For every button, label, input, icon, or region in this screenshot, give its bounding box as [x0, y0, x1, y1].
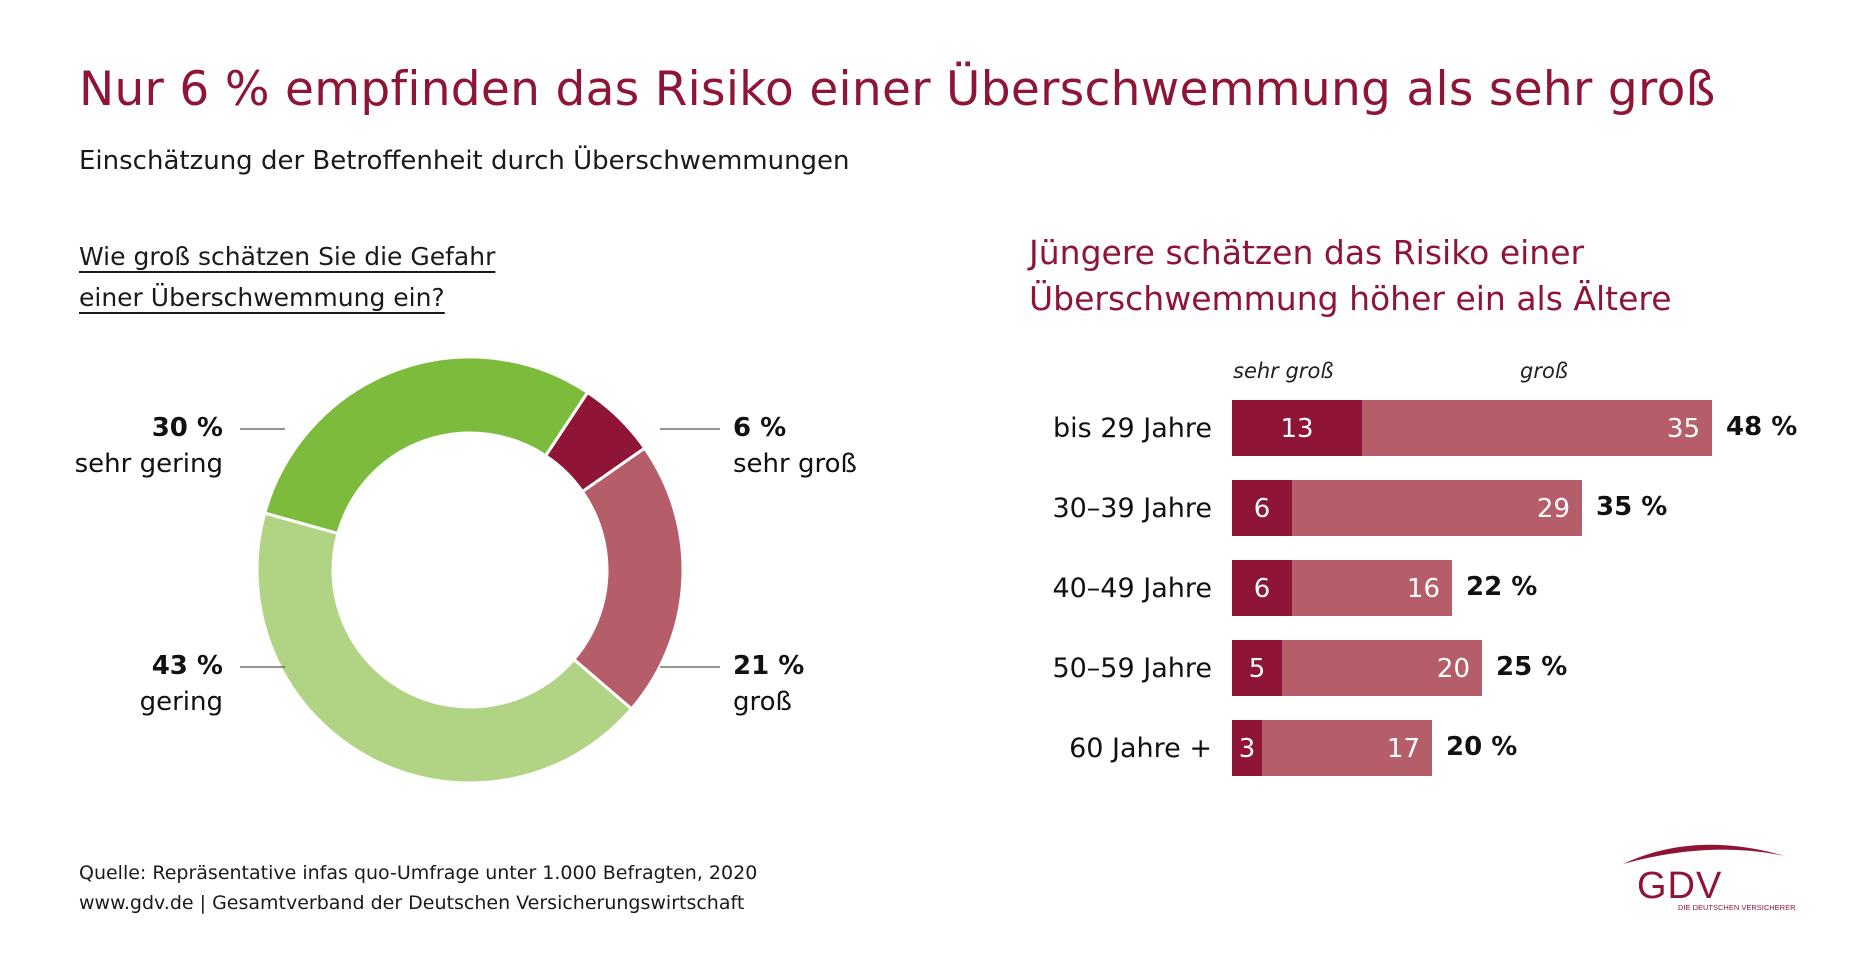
legend-gross: groß: [1520, 359, 1568, 383]
bar-sehr-gross: [1232, 560, 1292, 616]
bar-total-label: 22 %: [1466, 572, 1537, 602]
bar-value-gross: 16: [1407, 574, 1440, 604]
donut-question: Wie groß schätzen Sie die Gefahr einer Ü…: [79, 236, 539, 318]
bar-value-sehr-gross: 6: [1254, 574, 1271, 604]
bar-gross: [1282, 640, 1482, 696]
logo-swoosh: [1623, 844, 1785, 864]
donut-label-sehr-gering: sehr gering: [75, 449, 223, 479]
bar-title-line-2: Überschwemmung höher ein als Ältere: [1029, 279, 1672, 318]
source-line: Quelle: Repräsentative infas quo-Umfrage…: [79, 862, 758, 884]
question-line-1: Wie groß schätzen Sie die Gefahr: [79, 242, 496, 271]
bar-value-gross: 17: [1387, 734, 1420, 764]
bar-chart-title: Jüngere schätzen das Risiko einer Übersc…: [1029, 230, 1672, 322]
donut-label-sehr-groß: sehr groß: [733, 449, 857, 479]
bar-category-label: 30–39 Jahre: [1052, 493, 1212, 524]
bar-value-gross: 35: [1667, 414, 1700, 444]
bar-sehr-gross: [1232, 400, 1362, 456]
bar-sehr-gross: [1232, 720, 1262, 776]
logo-tagline: DIE DEUTSCHEN VERSICHERER: [1678, 903, 1795, 912]
bar-category-label: 50–59 Jahre: [1052, 653, 1212, 684]
bar-total-label: 35 %: [1596, 492, 1667, 522]
donut-slice-sehr-gering: [262, 355, 590, 536]
donut-slice-gering: [255, 511, 634, 785]
legend-sehr-gross: sehr groß: [1233, 359, 1334, 383]
donut-value-groß: 21 %: [733, 651, 804, 681]
donut-label-groß: groß: [733, 687, 792, 717]
bar-gross: [1262, 720, 1432, 776]
web-line: www.gdv.de | Gesamtverband der Deutschen…: [79, 892, 745, 914]
donut-label-gering: gering: [140, 687, 223, 717]
bar-title-line-1: Jüngere schätzen das Risiko einer: [1029, 233, 1585, 272]
bar-total-label: 48 %: [1726, 412, 1797, 442]
donut-slice-groß: [571, 446, 685, 712]
bar-value-sehr-gross: 3: [1239, 734, 1256, 764]
chart-title: Nur 6 % empfinden das Risiko einer Übers…: [79, 62, 1716, 117]
bar-category-label: 40–49 Jahre: [1052, 573, 1212, 604]
bar-total-label: 25 %: [1496, 652, 1567, 682]
bar-sehr-gross: [1232, 640, 1282, 696]
bar-gross: [1362, 400, 1712, 456]
bar-value-gross: 29: [1537, 494, 1570, 524]
bar-gross: [1292, 560, 1452, 616]
bar-value-sehr-gross: 6: [1254, 494, 1271, 524]
bar-gross: [1292, 480, 1582, 536]
footer-source: Quelle: Repräsentative infas quo-Umfrage…: [79, 858, 757, 918]
bar-sehr-gross: [1232, 480, 1292, 536]
gdv-logo: GDV DIE DEUTSCHEN VERSICHERER: [1623, 844, 1795, 912]
bar-category-label: bis 29 Jahre: [1053, 413, 1212, 444]
logo-text: GDV: [1637, 865, 1722, 907]
bar-value-sehr-gross: 13: [1280, 414, 1313, 444]
donut-value-gering: 43 %: [152, 651, 223, 681]
bar-value-sehr-gross: 5: [1249, 654, 1266, 684]
bar-total-label: 20 %: [1446, 732, 1517, 762]
question-line-2: einer Überschwemmung ein?: [79, 283, 445, 312]
chart-subtitle: Einschätzung der Betroffenheit durch Übe…: [79, 146, 850, 176]
donut-value-sehr-gering: 30 %: [152, 413, 223, 443]
bar-value-gross: 20: [1437, 654, 1470, 684]
bar-category-label: 60 Jahre +: [1069, 733, 1212, 764]
donut-value-sehr-groß: 6 %: [733, 413, 786, 443]
